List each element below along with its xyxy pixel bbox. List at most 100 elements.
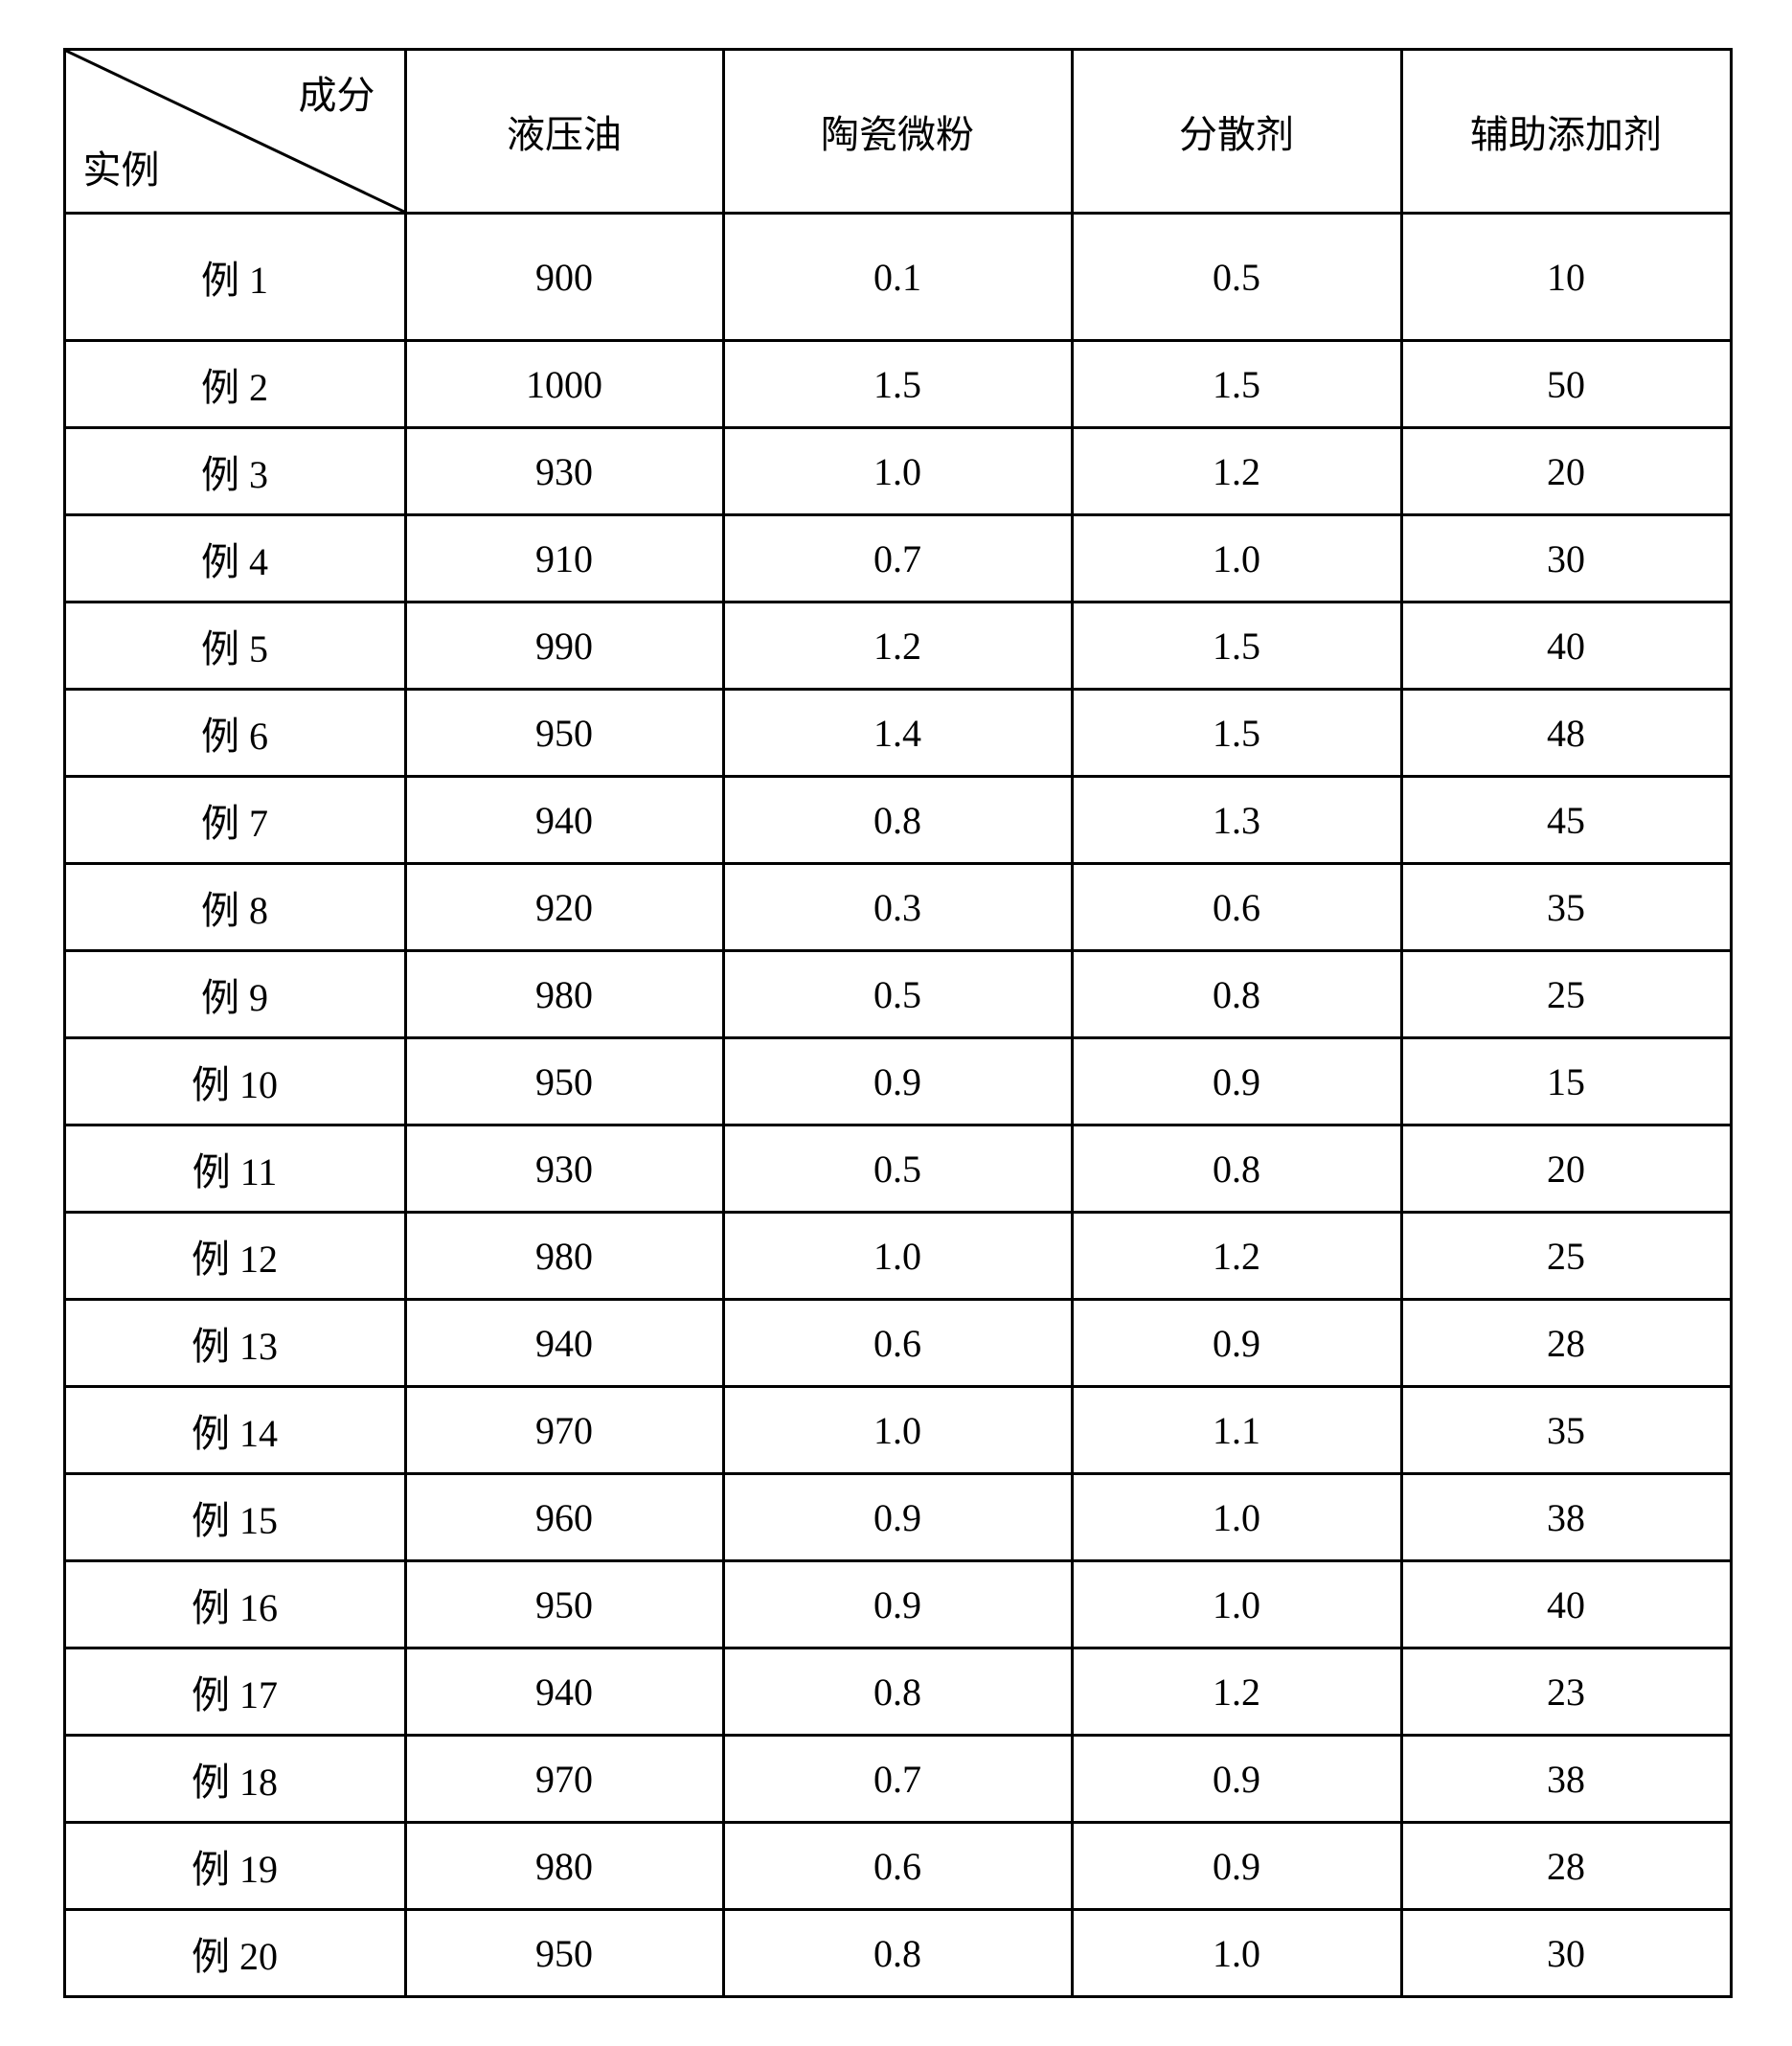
column-header: 分散剂 xyxy=(1072,50,1401,214)
table-cell: 0.9 xyxy=(1072,1038,1401,1125)
table-row: 例 189700.70.938 xyxy=(64,1736,1731,1823)
table-cell: 970 xyxy=(405,1387,723,1474)
column-header: 液压油 xyxy=(405,50,723,214)
table-cell: 1.2 xyxy=(1072,1213,1401,1300)
table-cell: 930 xyxy=(405,428,723,515)
table-cell: 0.6 xyxy=(1072,864,1401,951)
table-cell: 28 xyxy=(1401,1823,1731,1910)
table-cell: 1.2 xyxy=(1072,428,1401,515)
composition-table-container: 成分 实例 液压油 陶瓷微粉 分散剂 辅助添加剂 例 19000.10.510例… xyxy=(63,48,1730,1998)
corner-bottom-label: 实例 xyxy=(83,139,160,194)
table-row: 例 129801.01.225 xyxy=(64,1213,1731,1300)
table-cell: 1.3 xyxy=(1072,777,1401,864)
table-cell: 0.8 xyxy=(723,1910,1072,1997)
table-cell: 1.5 xyxy=(723,341,1072,428)
table-row: 例 210001.51.550 xyxy=(64,341,1731,428)
table-cell: 1.5 xyxy=(1072,690,1401,777)
table-cell: 960 xyxy=(405,1474,723,1561)
table-cell: 0.8 xyxy=(723,1648,1072,1736)
table-cell: 1.5 xyxy=(1072,602,1401,690)
table-cell: 0.9 xyxy=(1072,1300,1401,1387)
table-cell: 25 xyxy=(1401,1213,1731,1300)
table-cell: 980 xyxy=(405,1213,723,1300)
table-cell: 0.9 xyxy=(723,1038,1072,1125)
composition-table: 成分 实例 液压油 陶瓷微粉 分散剂 辅助添加剂 例 19000.10.510例… xyxy=(63,48,1733,1998)
table-cell: 1.1 xyxy=(1072,1387,1401,1474)
table-cell: 0.1 xyxy=(723,214,1072,341)
row-label-cell: 例 11 xyxy=(64,1125,405,1213)
table-cell: 1.4 xyxy=(723,690,1072,777)
table-cell: 48 xyxy=(1401,690,1731,777)
table-row: 例 159600.91.038 xyxy=(64,1474,1731,1561)
table-cell: 0.9 xyxy=(1072,1736,1401,1823)
table-cell: 50 xyxy=(1401,341,1731,428)
table-body: 例 19000.10.510例 210001.51.550例 39301.01.… xyxy=(64,214,1731,1997)
table-row: 例 19000.10.510 xyxy=(64,214,1731,341)
table-cell: 980 xyxy=(405,951,723,1038)
table-cell: 910 xyxy=(405,515,723,602)
table-row: 例 169500.91.040 xyxy=(64,1561,1731,1648)
table-cell: 940 xyxy=(405,1300,723,1387)
table-cell: 28 xyxy=(1401,1300,1731,1387)
table-cell: 1.0 xyxy=(1072,1474,1401,1561)
row-label-cell: 例 3 xyxy=(64,428,405,515)
table-cell: 900 xyxy=(405,214,723,341)
table-cell: 40 xyxy=(1401,1561,1731,1648)
table-cell: 15 xyxy=(1401,1038,1731,1125)
row-label-cell: 例 10 xyxy=(64,1038,405,1125)
table-cell: 0.6 xyxy=(723,1300,1072,1387)
table-cell: 40 xyxy=(1401,602,1731,690)
table-row: 例 59901.21.540 xyxy=(64,602,1731,690)
table-cell: 45 xyxy=(1401,777,1731,864)
table-cell: 1.5 xyxy=(1072,341,1401,428)
table-row: 例 39301.01.220 xyxy=(64,428,1731,515)
table-cell: 35 xyxy=(1401,1387,1731,1474)
table-cell: 20 xyxy=(1401,1125,1731,1213)
row-label-cell: 例 12 xyxy=(64,1213,405,1300)
table-cell: 990 xyxy=(405,602,723,690)
row-label-cell: 例 20 xyxy=(64,1910,405,1997)
table-cell: 1.0 xyxy=(723,428,1072,515)
table-cell: 0.5 xyxy=(723,1125,1072,1213)
table-cell: 930 xyxy=(405,1125,723,1213)
row-label-cell: 例 13 xyxy=(64,1300,405,1387)
table-cell: 950 xyxy=(405,1910,723,1997)
table-row: 例 99800.50.825 xyxy=(64,951,1731,1038)
table-cell: 950 xyxy=(405,1038,723,1125)
table-cell: 0.8 xyxy=(723,777,1072,864)
table-row: 例 139400.60.928 xyxy=(64,1300,1731,1387)
table-cell: 30 xyxy=(1401,515,1731,602)
table-cell: 0.5 xyxy=(723,951,1072,1038)
row-label-cell: 例 5 xyxy=(64,602,405,690)
table-cell: 1.0 xyxy=(1072,515,1401,602)
table-row: 例 89200.30.635 xyxy=(64,864,1731,951)
row-label-cell: 例 2 xyxy=(64,341,405,428)
table-cell: 1.0 xyxy=(1072,1910,1401,1997)
table-cell: 940 xyxy=(405,777,723,864)
table-cell: 23 xyxy=(1401,1648,1731,1736)
table-row: 例 109500.90.915 xyxy=(64,1038,1731,1125)
table-cell: 30 xyxy=(1401,1910,1731,1997)
row-label-cell: 例 8 xyxy=(64,864,405,951)
column-header: 陶瓷微粉 xyxy=(723,50,1072,214)
table-cell: 1.0 xyxy=(723,1213,1072,1300)
row-label-cell: 例 16 xyxy=(64,1561,405,1648)
table-row: 例 179400.81.223 xyxy=(64,1648,1731,1736)
table-cell: 0.3 xyxy=(723,864,1072,951)
row-label-cell: 例 7 xyxy=(64,777,405,864)
table-cell: 0.9 xyxy=(723,1474,1072,1561)
table-cell: 38 xyxy=(1401,1474,1731,1561)
row-label-cell: 例 19 xyxy=(64,1823,405,1910)
table-row: 例 119300.50.820 xyxy=(64,1125,1731,1213)
table-cell: 0.7 xyxy=(723,515,1072,602)
row-label-cell: 例 4 xyxy=(64,515,405,602)
row-label-cell: 例 6 xyxy=(64,690,405,777)
table-row: 例 199800.60.928 xyxy=(64,1823,1731,1910)
row-label-cell: 例 15 xyxy=(64,1474,405,1561)
table-cell: 950 xyxy=(405,690,723,777)
table-cell: 970 xyxy=(405,1736,723,1823)
table-cell: 0.5 xyxy=(1072,214,1401,341)
table-row: 例 79400.81.345 xyxy=(64,777,1731,864)
table-row: 例 69501.41.548 xyxy=(64,690,1731,777)
corner-header-cell: 成分 实例 xyxy=(64,50,405,214)
